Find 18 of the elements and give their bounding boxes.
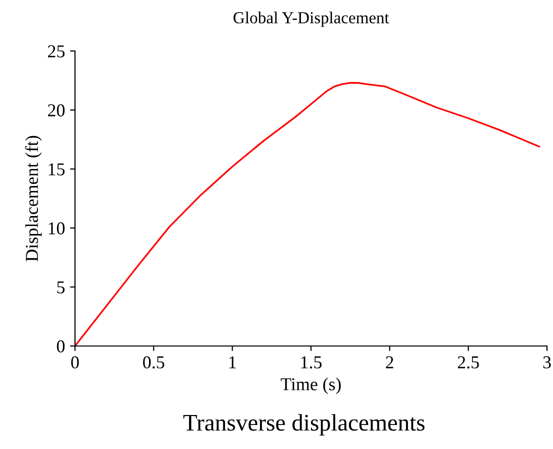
x-tick-label: 3 bbox=[543, 356, 551, 368]
chart-title: Global Y-Displacement bbox=[234, 12, 390, 27]
text: Transverse displacements bbox=[183, 414, 424, 436]
x-tick-label: 0.5 bbox=[143, 356, 164, 369]
y-tick-label: 25 bbox=[48, 45, 65, 58]
y-axis-title: Displacement (ft) bbox=[25, 136, 42, 262]
x-tick-label: 1.5 bbox=[301, 356, 322, 369]
x-tick-label: 2.5 bbox=[458, 356, 479, 369]
y-tick-label: 5 bbox=[57, 281, 65, 294]
x-axis-title: Time (s) bbox=[280, 378, 341, 394]
line-series bbox=[75, 82, 540, 346]
y-tick-label: 0 bbox=[56, 340, 65, 352]
y-tick-label: 10 bbox=[48, 222, 65, 234]
x-tick-label: 1 bbox=[229, 356, 236, 368]
x-tick-label: 0 bbox=[71, 356, 79, 368]
y-tick-label: 20 bbox=[48, 104, 65, 116]
x-tick-label: 2 bbox=[386, 356, 394, 368]
y-tick-label: 15 bbox=[48, 163, 65, 176]
